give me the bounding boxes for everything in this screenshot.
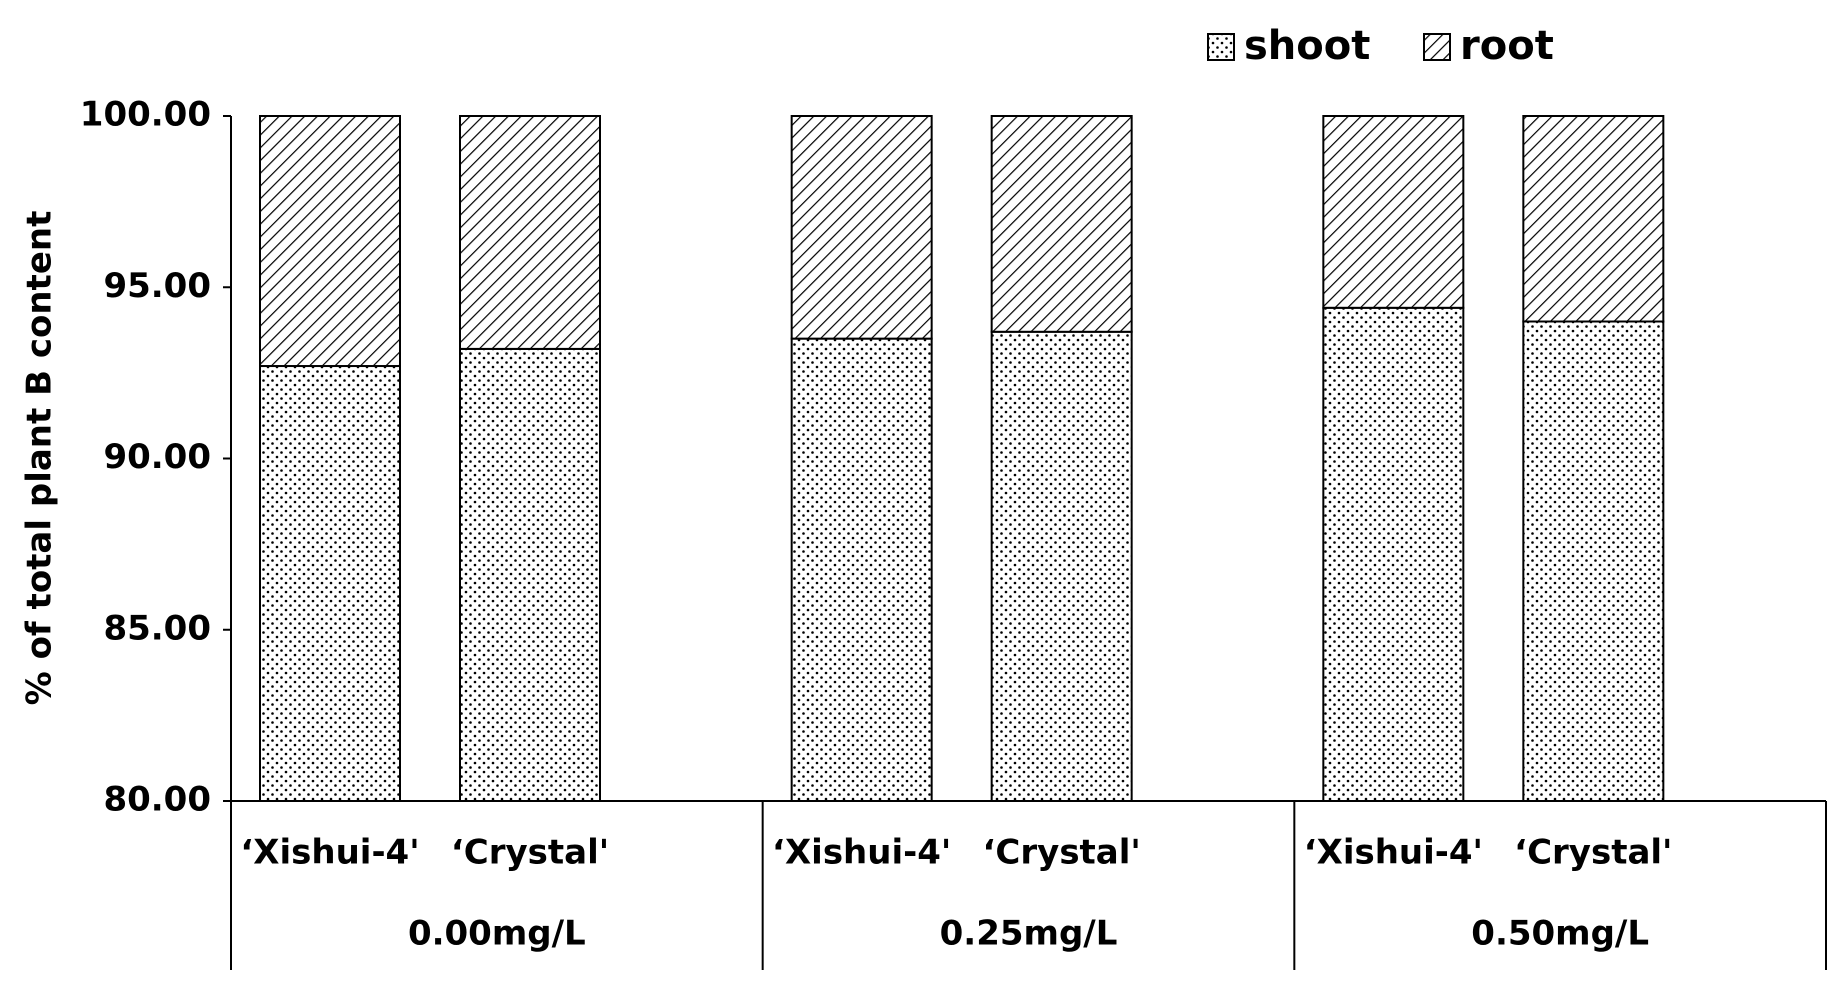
x-tick-label: ‘Xishui-4' — [1304, 833, 1483, 873]
x-tick-label: ‘Xishui-4' — [240, 833, 419, 873]
group-label: 0.00mg/L — [408, 914, 586, 954]
bar-segment — [1522, 115, 1665, 323]
y-axis-label: % of total plant B content — [20, 211, 60, 706]
bar-segment — [259, 365, 401, 802]
y-tick-label: 85.00 — [103, 608, 211, 648]
y-tick-label: 90.00 — [103, 437, 211, 477]
y-tick-label: 100.00 — [80, 95, 211, 135]
bar-segment — [459, 347, 601, 802]
y-tick-label: 95.00 — [103, 266, 211, 306]
x-tick-label: ‘Xishui-4' — [772, 833, 951, 873]
bar-segment — [459, 115, 601, 350]
bar-segment — [1322, 115, 1465, 309]
y-tick-label: 80.00 — [103, 780, 211, 820]
bar-segment — [1522, 320, 1665, 802]
x-tick-label: ‘Crystal' — [1514, 833, 1672, 873]
legend-swatch — [1207, 33, 1235, 61]
bar-segment — [1322, 306, 1465, 802]
legend-swatch — [1423, 33, 1451, 61]
group-label: 0.50mg/L — [1471, 914, 1649, 954]
legend-label: shoot — [1244, 23, 1370, 69]
legend-label: root — [1460, 23, 1554, 69]
bar-segment — [790, 115, 933, 340]
bar-segment — [990, 330, 1133, 802]
bar-segment — [790, 337, 933, 802]
x-tick-label: ‘Crystal' — [983, 833, 1141, 873]
x-tick-label: ‘Crystal' — [451, 833, 609, 873]
group-label: 0.25mg/L — [940, 914, 1118, 954]
bar-segment — [990, 115, 1133, 333]
bar-segment — [259, 115, 401, 368]
